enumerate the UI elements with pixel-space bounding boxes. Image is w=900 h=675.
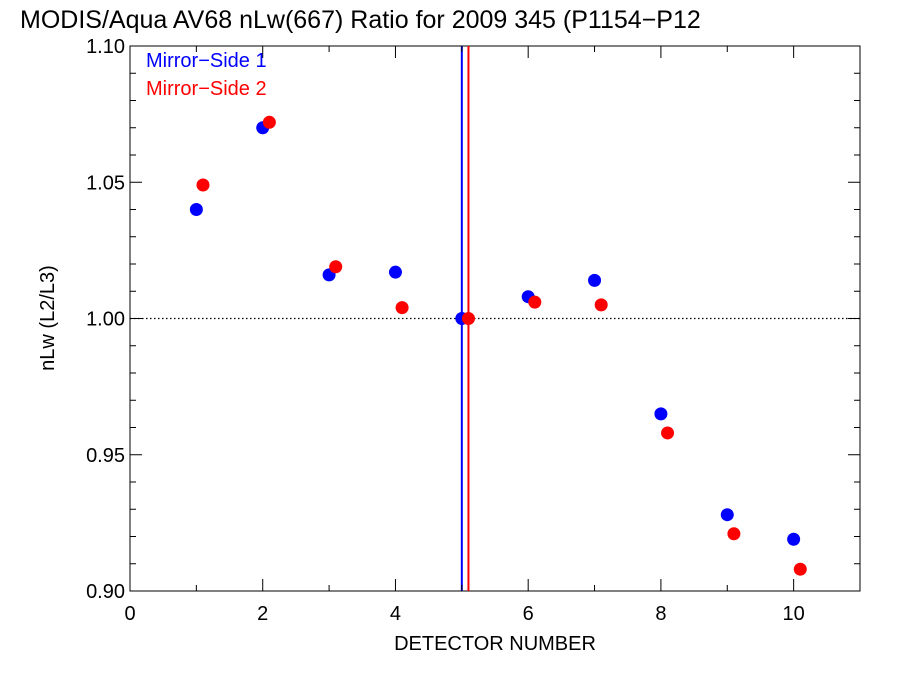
mirror-side-2-point bbox=[395, 301, 409, 315]
plot-area: 0 2 4 6 8 10 0.90 0.95 1.00 1.05 1.10 bbox=[86, 36, 861, 625]
data-points bbox=[189, 115, 807, 576]
y-tick-label: 1.00 bbox=[86, 309, 125, 331]
mirror-side-2-point bbox=[461, 312, 475, 325]
mirror-side-1-point bbox=[189, 203, 203, 216]
mirror-side-1-point bbox=[720, 508, 734, 522]
mirror-side-1-point bbox=[588, 273, 602, 287]
legend-entry-mirror-side-2: Mirror−Side 2 bbox=[146, 78, 267, 100]
mirror-side-2-point bbox=[594, 298, 608, 312]
y-tick-label: 1.05 bbox=[86, 172, 125, 194]
mirror-side-2-point bbox=[262, 115, 276, 129]
mirror-side-2-point bbox=[793, 562, 807, 576]
mirror-side-1-point bbox=[654, 407, 668, 421]
mirror-side-2-point bbox=[196, 178, 210, 192]
x-tick-label: 10 bbox=[783, 603, 805, 625]
y-tick-label: 0.90 bbox=[86, 581, 125, 603]
x-axis-label: DETECTOR NUMBER bbox=[394, 633, 596, 655]
y-tick-label: 0.95 bbox=[86, 445, 125, 467]
mirror-side-1-point bbox=[388, 265, 402, 279]
mirror-side-2-point bbox=[661, 426, 675, 440]
x-tick-label: 2 bbox=[257, 603, 268, 625]
x-tick-label: 4 bbox=[390, 603, 401, 625]
x-tick-label: 6 bbox=[523, 603, 534, 625]
x-tick-label: 8 bbox=[655, 603, 666, 625]
y-axis-ticks: 0.90 0.95 1.00 1.05 1.10 bbox=[86, 36, 860, 603]
mirror-side-2-point bbox=[329, 260, 343, 274]
x-tick-label: 0 bbox=[124, 603, 135, 625]
x-axis-ticks: 0 2 4 6 8 10 bbox=[124, 46, 861, 625]
mirror-side-2-point bbox=[528, 295, 542, 309]
mirror-side-1-point bbox=[787, 532, 801, 546]
y-tick-label: 1.10 bbox=[86, 36, 125, 58]
legend: Mirror−Side 1 Mirror−Side 2 bbox=[146, 50, 267, 100]
legend-entry-mirror-side-1: Mirror−Side 1 bbox=[146, 50, 267, 72]
y-axis-label: nLw (L2/L3) bbox=[37, 265, 59, 371]
chart-title: MODIS/Aqua AV68 nLw(667) Ratio for 2009 … bbox=[20, 6, 701, 34]
mirror-side-2-point bbox=[727, 527, 741, 541]
